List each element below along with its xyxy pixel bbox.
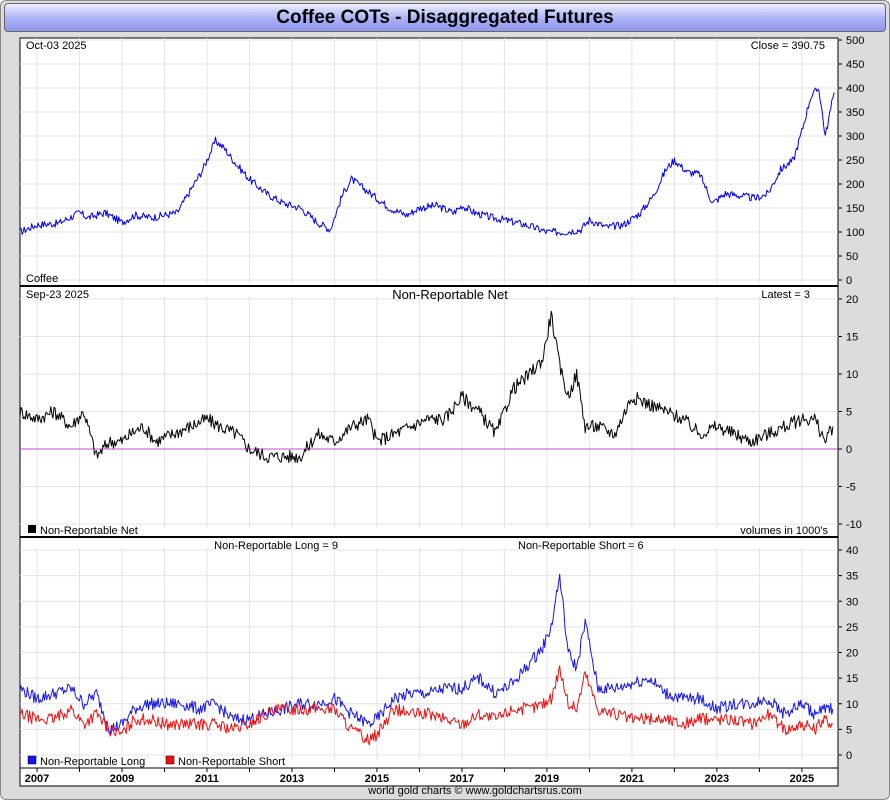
x-tick-label: 2011 — [195, 773, 219, 785]
price-date-label: Oct-03 2025 — [26, 40, 87, 52]
y-tick-label: 30 — [846, 596, 858, 608]
x-tick-label: 2021 — [620, 773, 644, 785]
chart-title: Coffee COTs - Disaggregated Futures — [276, 7, 614, 28]
series-line — [19, 665, 834, 746]
y-tick-label: 100 — [846, 227, 864, 239]
x-tick-label: 2023 — [705, 773, 729, 785]
short-legend-swatch — [165, 755, 175, 765]
x-tick-label: 2015 — [365, 773, 389, 785]
y-tick-label: 10 — [846, 369, 858, 381]
price-close-label: Close = 390.75 — [751, 40, 825, 52]
price-series-label: Coffee — [26, 273, 58, 285]
series-layer — [19, 87, 838, 746]
y-tick-label: 15 — [846, 332, 858, 344]
y-tick-label: 250 — [846, 155, 864, 167]
y-tick-label: 50 — [846, 251, 858, 263]
y-tick-label: 5 — [846, 407, 852, 419]
y-tick-label: 20 — [846, 648, 858, 660]
y-tick-label: 200 — [846, 179, 864, 191]
y-tick-label: -10 — [846, 519, 862, 531]
y-tick-label: -5 — [846, 482, 856, 494]
y-tick-label: 25 — [846, 622, 858, 634]
series-line — [19, 310, 834, 464]
y-tick-label: 5 — [846, 724, 852, 736]
y-tick-label: 0 — [846, 750, 852, 762]
y-tick-label: 35 — [846, 571, 858, 583]
x-tick-label: 2019 — [535, 773, 559, 785]
y-tick-label: 15 — [846, 673, 858, 685]
y-tick-label: 350 — [846, 107, 864, 119]
x-tick-label: 2013 — [280, 773, 304, 785]
net-panel-title: Non-Reportable Net — [392, 287, 508, 302]
net-legend-label: Non-Reportable Net — [40, 525, 138, 537]
y-tick-label: 500 — [846, 35, 864, 47]
y-tick-label: 300 — [846, 131, 864, 143]
y-tick-label: 20 — [846, 294, 858, 306]
y-tick-label: 40 — [846, 545, 858, 557]
series-line — [19, 573, 834, 736]
y-tick-label: 400 — [846, 83, 864, 95]
label-layer: 050100150200250300350400450500-10-505101… — [25, 35, 865, 785]
short-legend-label: Non-Reportable Short — [178, 756, 285, 768]
y-tick-label: 0 — [846, 444, 852, 456]
x-tick-label: 2025 — [790, 773, 814, 785]
x-tick-label: 2017 — [450, 773, 474, 785]
y-tick-label: 450 — [846, 59, 864, 71]
volumes-note: volumes in 1000's — [740, 525, 828, 537]
net-legend-swatch — [28, 525, 36, 533]
long-legend-swatch — [27, 755, 37, 765]
long-latest-label: Non-Reportable Long = 9 — [214, 540, 338, 552]
short-latest-label: Non-Reportable Short = 6 — [518, 540, 644, 552]
x-tick-label: 2007 — [25, 773, 49, 785]
y-tick-label: 0 — [846, 275, 852, 287]
y-tick-label: 10 — [846, 699, 858, 711]
x-tick-label: 2009 — [110, 773, 134, 785]
series-line — [19, 87, 835, 236]
net-latest-label: Latest = 3 — [761, 289, 810, 301]
net-date-label: Sep-23 2025 — [26, 289, 89, 301]
y-tick-label: 150 — [846, 203, 864, 215]
footer-credit: world gold charts © www.goldchartsrus.co… — [367, 785, 582, 797]
long-legend-label: Non-Reportable Long — [40, 756, 145, 768]
title-bar: Coffee COTs - Disaggregated Futures — [4, 3, 886, 32]
